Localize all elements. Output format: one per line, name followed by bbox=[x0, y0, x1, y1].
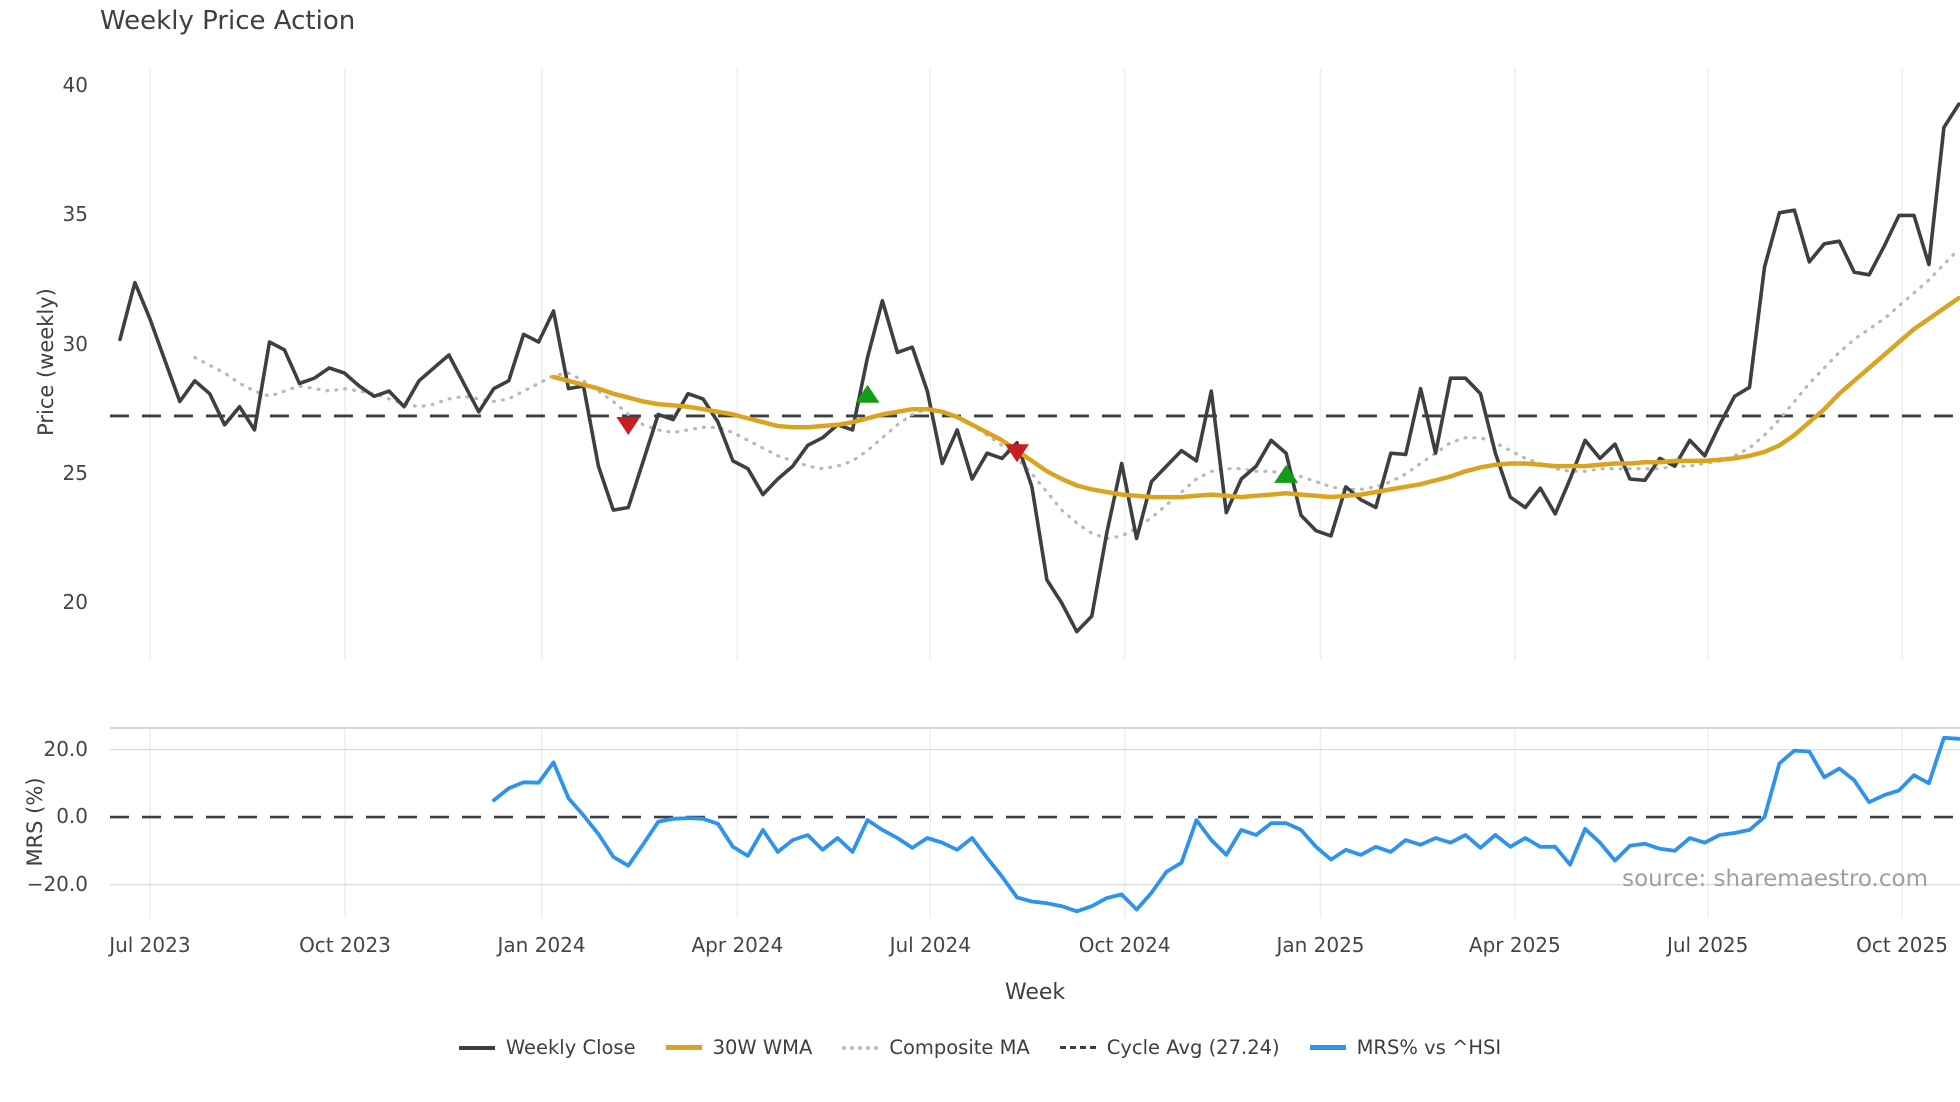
price-ytick: 25 bbox=[62, 460, 88, 485]
legend-swatch-solid bbox=[458, 1045, 495, 1050]
price-ytick: 35 bbox=[62, 202, 88, 227]
x-tick-label: Oct 2025 bbox=[1856, 933, 1948, 957]
price-axis-label: Price (weekly) bbox=[34, 288, 58, 436]
x-tick-label: Jul 2024 bbox=[889, 933, 971, 957]
legend-item: 30W WMA bbox=[665, 1036, 813, 1059]
legend: Weekly Close 30W WMA Composite MA Cycle Avg… bbox=[0, 1036, 1960, 1059]
x-tick-label: Jul 2025 bbox=[1666, 933, 1749, 957]
x-tick-label: Oct 2023 bbox=[299, 933, 391, 957]
source-watermark: source: sharemaestro.com bbox=[1622, 866, 1928, 892]
mrs-ytick: −20.0 bbox=[26, 871, 88, 896]
buy-signal-marker bbox=[1274, 464, 1299, 483]
sell-signal-marker bbox=[1005, 444, 1029, 463]
legend-label: Cycle Avg (27.24) bbox=[1106, 1036, 1280, 1059]
legend-swatch-solid bbox=[665, 1045, 702, 1050]
x-tick-label: Apr 2025 bbox=[1468, 933, 1561, 957]
x-tick-label: Jul 2023 bbox=[109, 933, 191, 957]
legend-swatch-solid bbox=[1309, 1045, 1346, 1050]
x-tick-label: Oct 2024 bbox=[1078, 933, 1171, 957]
legend-item: Composite MA bbox=[842, 1036, 1030, 1059]
price-ytick: 30 bbox=[62, 331, 88, 356]
legend-label: 30W WMA bbox=[712, 1036, 813, 1059]
legend-swatch-dashed bbox=[1059, 1046, 1096, 1049]
price-ytick: 20 bbox=[62, 590, 88, 615]
x-tick-label: Jan 2024 bbox=[497, 933, 586, 957]
legend-item: MRS% vs ^HSI bbox=[1309, 1036, 1502, 1059]
series-mrs-vs-hsi bbox=[491, 735, 1960, 914]
price-ytick: 40 bbox=[62, 73, 88, 98]
legend-label: Weekly Close bbox=[505, 1036, 636, 1059]
chart-title: Weekly Price Action bbox=[100, 6, 356, 36]
series-weekly-close bbox=[118, 102, 1960, 634]
mrs-ytick: 20.0 bbox=[43, 736, 88, 761]
legend-item: Cycle Avg (27.24) bbox=[1059, 1036, 1280, 1059]
x-axis-label: Week bbox=[1004, 980, 1066, 1005]
legend-label: Composite MA bbox=[889, 1036, 1030, 1059]
x-tick-label: Jan 2025 bbox=[1276, 933, 1365, 957]
legend-swatch-dotted bbox=[842, 1045, 879, 1050]
series-composite-ma bbox=[193, 247, 1960, 541]
x-tick-label: Apr 2024 bbox=[691, 933, 784, 957]
series-30w-wma bbox=[551, 295, 1960, 500]
buy-signal-marker bbox=[855, 384, 880, 403]
sell-signal-marker bbox=[616, 417, 641, 436]
legend-item: Weekly Close bbox=[458, 1036, 636, 1059]
legend-label: MRS% vs ^HSI bbox=[1356, 1036, 1502, 1059]
mrs-ytick: 0.0 bbox=[56, 804, 88, 829]
